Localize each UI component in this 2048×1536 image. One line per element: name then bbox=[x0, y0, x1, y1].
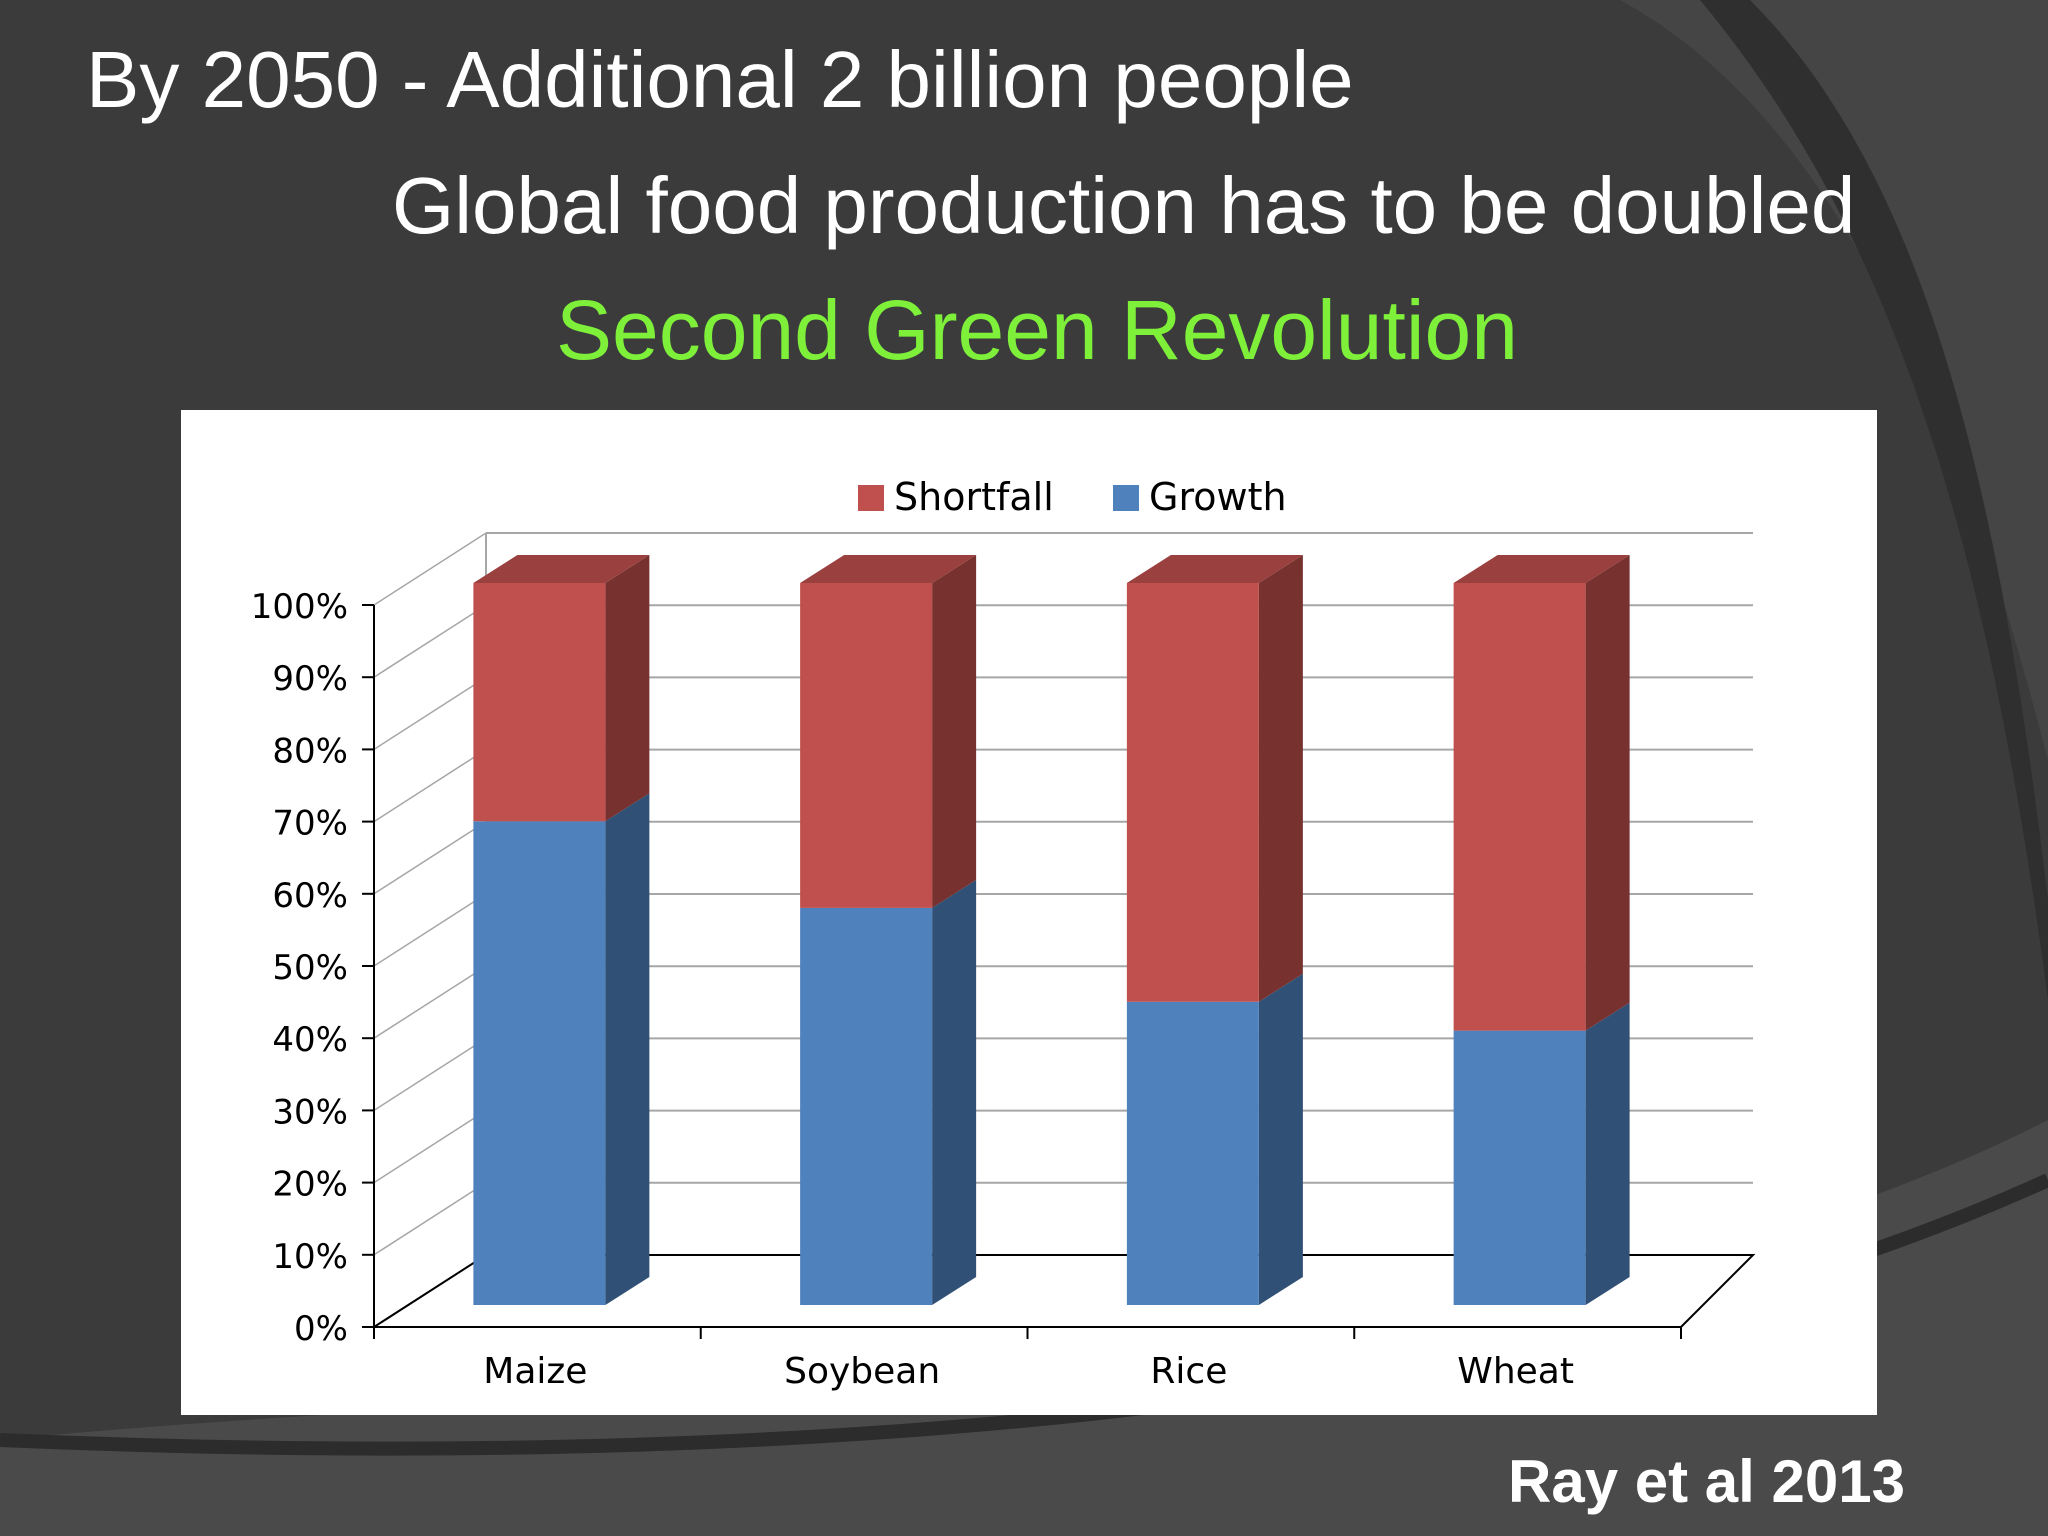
bar-shortfall bbox=[473, 583, 606, 822]
bar-growth bbox=[1453, 1030, 1586, 1305]
background-swoosh-2 bbox=[1700, 0, 2048, 1000]
bar-side-growth bbox=[605, 793, 650, 1305]
y-tick-label: 20% bbox=[272, 1165, 348, 1205]
y-tick-label: 0% bbox=[294, 1309, 348, 1349]
gridline-depth bbox=[373, 1037, 487, 1112]
y-tick-label: 40% bbox=[272, 1020, 348, 1060]
bar-top-shortfall bbox=[1126, 555, 1303, 583]
bar-side-growth bbox=[1258, 973, 1303, 1305]
citation: Ray et al 2013 bbox=[1508, 1448, 1905, 1515]
gridline-depth bbox=[373, 965, 487, 1039]
gridline-depth bbox=[373, 676, 487, 751]
headline-green-revolution: Second Green Revolution bbox=[556, 283, 1518, 377]
y-tick-label: 100% bbox=[251, 587, 348, 627]
gridline-depth bbox=[373, 893, 487, 967]
bar-top-shortfall bbox=[473, 555, 650, 583]
bar-growth bbox=[1126, 1001, 1259, 1305]
gridline-depth bbox=[373, 1182, 487, 1256]
stacked-bar-chart: 0% 10% 20% 30% 40% 50% 60% 70% 80% 90% 100% Maize So… bbox=[251, 475, 1756, 1392]
y-tick-label: 30% bbox=[272, 1092, 348, 1132]
y-tick-label: 10% bbox=[272, 1237, 348, 1277]
legend-label: Growth bbox=[1149, 475, 1287, 519]
legend-swatch bbox=[1113, 485, 1139, 511]
y-tick-label: 50% bbox=[272, 948, 348, 988]
x-category-label: Wheat bbox=[1457, 1351, 1574, 1392]
y-tick-label: 60% bbox=[272, 876, 348, 916]
bar-shortfall bbox=[1126, 583, 1259, 1002]
headline-food-production: Global food production has to be doubled bbox=[392, 161, 1856, 250]
chart-panel: 0% 10% 20% 30% 40% 50% 60% 70% 80% 90% 100% Maize So… bbox=[181, 410, 1877, 1415]
bar-top-shortfall bbox=[1453, 555, 1630, 583]
x-category-label: Soybean bbox=[784, 1351, 940, 1392]
bar-side-shortfall bbox=[605, 555, 650, 822]
bar-side-shortfall bbox=[1258, 555, 1303, 1002]
y-tick-label: 80% bbox=[272, 731, 348, 771]
y-tick-label: 70% bbox=[272, 804, 348, 844]
gridline-depth bbox=[373, 604, 487, 678]
legend-swatch bbox=[858, 485, 884, 511]
legend-label: Shortfall bbox=[894, 475, 1054, 519]
bar-shortfall bbox=[800, 583, 933, 908]
background-swoosh-3 bbox=[0, 1120, 2048, 1536]
bar-growth bbox=[800, 907, 933, 1305]
x-category-label: Rice bbox=[1150, 1351, 1227, 1392]
bar-side-growth bbox=[1585, 1002, 1630, 1305]
gridline-depth bbox=[373, 821, 487, 895]
bar-growth bbox=[473, 821, 606, 1305]
bar-shortfall bbox=[1453, 583, 1586, 1031]
bar-side-shortfall bbox=[1585, 555, 1630, 1031]
bar-side-growth bbox=[932, 879, 977, 1305]
y-tick-label: 90% bbox=[272, 659, 348, 699]
gridline-depth bbox=[373, 748, 487, 823]
gridline-depth bbox=[373, 1109, 487, 1184]
bar-top-shortfall bbox=[800, 555, 977, 583]
headline-population: By 2050 - Additional 2 billion people bbox=[86, 35, 1354, 124]
bar-side-shortfall bbox=[932, 555, 977, 908]
background-swoosh-1 bbox=[1620, 0, 2048, 760]
gridline-depth bbox=[373, 532, 487, 606]
x-category-label: Maize bbox=[483, 1351, 587, 1392]
